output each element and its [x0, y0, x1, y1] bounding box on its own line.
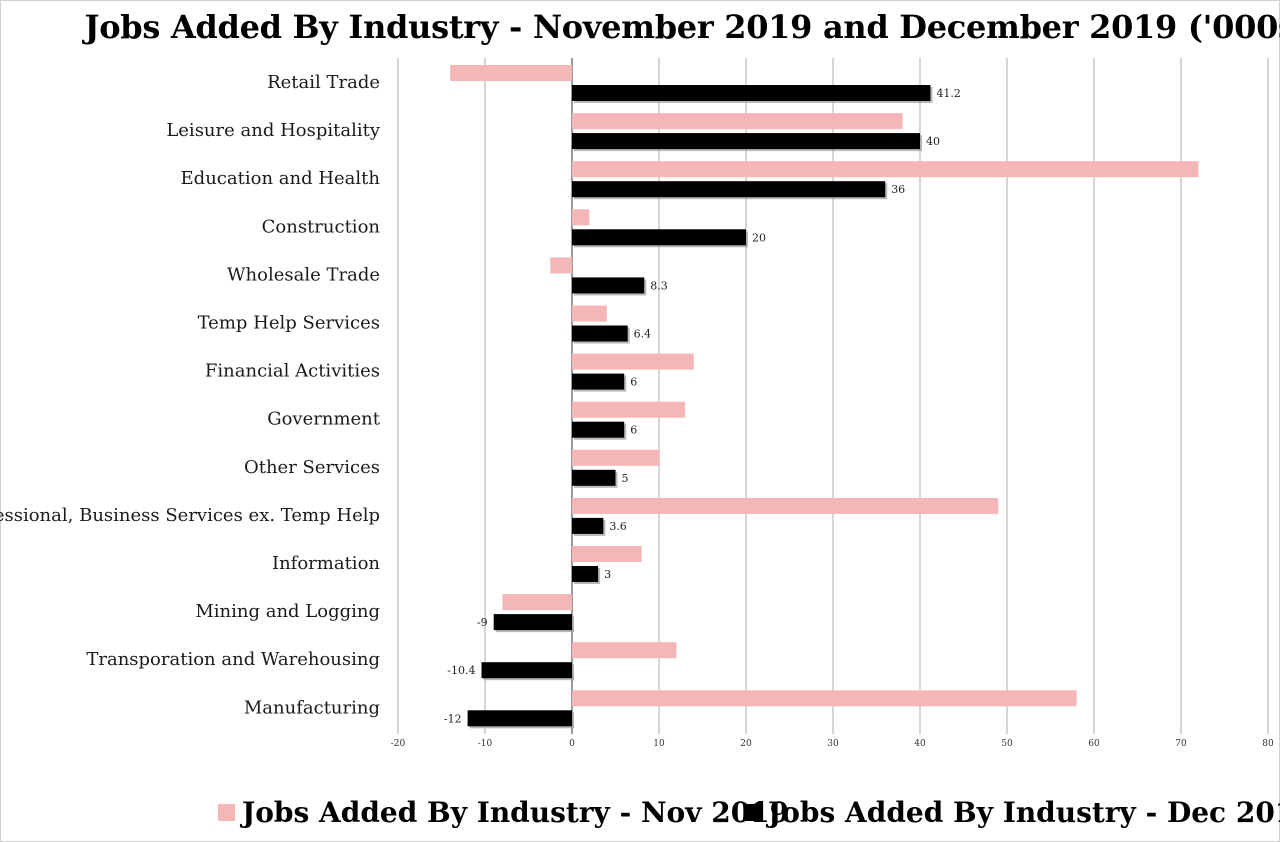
- bars: [450, 65, 1199, 729]
- bar-dec: [572, 566, 599, 582]
- legend-swatch-nov: [218, 804, 235, 821]
- category-label: Retail Trade: [267, 72, 380, 93]
- bar-nov: [572, 209, 590, 226]
- bar-nov: [572, 690, 1077, 707]
- gridlines: [397, 58, 1269, 734]
- data-label-dec: -10.4: [447, 664, 475, 677]
- bar-nov: [572, 353, 694, 370]
- data-label-dec: 3: [604, 568, 611, 581]
- x-tick-label: -20: [391, 739, 406, 749]
- bar-dec: [572, 229, 746, 246]
- legend-label-nov: Jobs Added By Industry - Nov 2019: [242, 796, 790, 829]
- category-label: Other Services: [244, 457, 380, 478]
- bar-dec: [572, 373, 625, 390]
- bar-dec: [572, 277, 645, 294]
- bar-dec: [572, 181, 886, 198]
- x-tick-label: 60: [1088, 739, 1100, 749]
- category-label: Wholesale Trade: [227, 264, 380, 285]
- legend-label-dec: Jobs Added By Industry - Dec 2019: [768, 796, 1280, 829]
- legend-item-dec: Jobs Added By Industry - Dec 2019: [744, 796, 1280, 829]
- bar-dec: [572, 85, 931, 101]
- bar-nov: [450, 65, 572, 81]
- category-label: Manufacturing: [244, 697, 380, 718]
- bar-dec: [572, 421, 625, 438]
- data-label-dec: -9: [477, 616, 488, 629]
- x-tick-label: 50: [1001, 739, 1013, 749]
- bar-nov: [572, 642, 677, 659]
- category-label: Information: [272, 553, 380, 574]
- category-label: Mining and Logging: [195, 601, 380, 622]
- bar-nov: [502, 594, 572, 611]
- bar-dec: [572, 469, 616, 486]
- data-label-dec: 6.4: [634, 328, 652, 341]
- data-label-dec: 5: [622, 472, 629, 485]
- legend: Jobs Added By Industry - Nov 2019 Jobs A…: [0, 790, 1280, 838]
- labels: -20 -10 0 10 20 30 40 50 60 70 80 Retail Trade Leisu…: [0, 72, 1274, 749]
- bar-dec: [572, 325, 628, 342]
- x-tick-label: 20: [740, 739, 752, 749]
- bar-dec: [467, 710, 572, 727]
- bar-dec: [481, 662, 572, 679]
- bar-nov: [572, 449, 659, 466]
- data-label-dec: 20: [752, 231, 766, 244]
- data-label-dec: -12: [444, 712, 462, 725]
- bar-nov: [572, 113, 903, 130]
- x-tick-label: -10: [478, 739, 493, 749]
- category-label: Transporation and Warehousing: [86, 649, 380, 670]
- x-tick-label: 70: [1175, 739, 1187, 749]
- data-label-dec: 36: [891, 183, 905, 196]
- x-tick-label: 80: [1262, 739, 1274, 749]
- bar-dec: [572, 133, 920, 150]
- category-label: Professional, Business Services ex. Temp…: [0, 505, 380, 526]
- bar-nov: [572, 546, 642, 562]
- category-label: Financial Activities: [205, 361, 380, 382]
- bar-nov: [550, 257, 572, 274]
- category-label: Leisure and Hospitality: [166, 120, 381, 141]
- bar-nov: [572, 497, 999, 514]
- bar-nov: [572, 401, 686, 418]
- data-label-dec: 41.2: [936, 87, 961, 100]
- x-tick-label: 10: [653, 739, 665, 749]
- x-tick-label: 0: [569, 739, 575, 749]
- data-label-dec: 40: [926, 135, 940, 148]
- bar-nov: [572, 161, 1199, 178]
- bar-nov: [572, 305, 607, 322]
- chart-title: Jobs Added By Industry - November 2019 a…: [84, 8, 1280, 46]
- category-label: Construction: [262, 216, 381, 237]
- data-label-dec: 6: [630, 424, 637, 437]
- data-label-dec: 8.3: [650, 279, 668, 292]
- data-label-dec: 3.6: [609, 520, 627, 533]
- legend-item-nov: Jobs Added By Industry - Nov 2019: [218, 796, 789, 829]
- category-label: Education and Health: [181, 168, 381, 189]
- bar-dec: [572, 517, 604, 534]
- category-label: Temp Help Services: [198, 313, 380, 334]
- category-label: Government: [267, 409, 381, 430]
- x-tick-label: 40: [914, 739, 926, 749]
- data-label-dec: 6: [630, 376, 637, 389]
- bar-dec: [493, 614, 572, 631]
- legend-swatch-dec: [744, 804, 761, 821]
- x-tick-label: 30: [827, 739, 839, 749]
